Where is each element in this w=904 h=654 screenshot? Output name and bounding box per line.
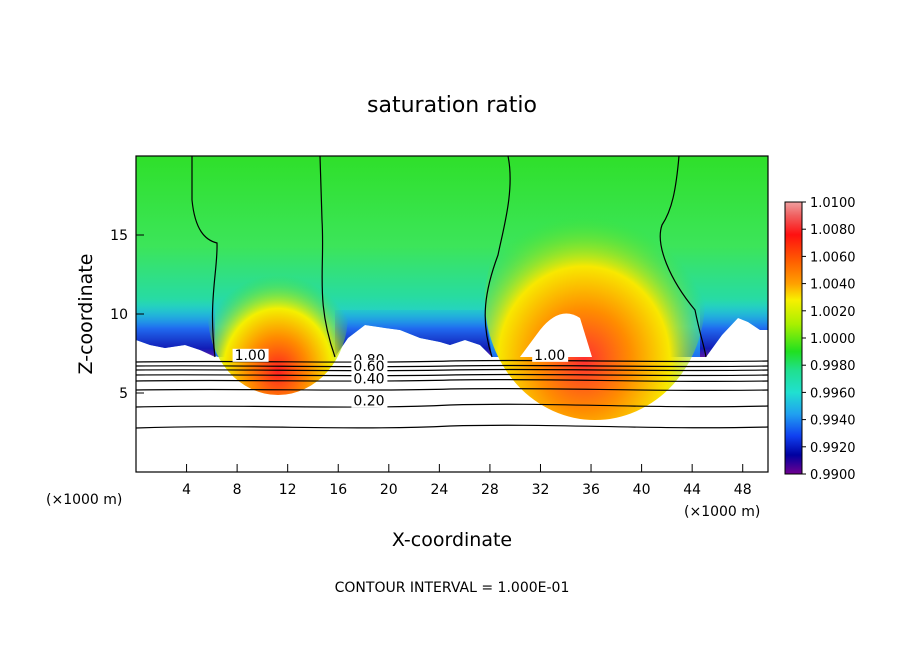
colorbar-ticks: 1.0100 1.0080 1.0060 1.0040 1.0020 1.0000 0.99… xyxy=(802,196,856,483)
colorbar-tick-label: 0.9960 xyxy=(810,386,856,401)
colorbar-tick-label: 1.0000 xyxy=(810,332,856,347)
colorbar xyxy=(784,201,803,475)
x-tick-label: 40 xyxy=(633,482,651,498)
dry-edge-band xyxy=(136,300,768,357)
colorbar-tick-label: 1.0040 xyxy=(810,278,856,293)
colorbar-tick-label: 0.9980 xyxy=(810,359,856,374)
contour-label-bg xyxy=(351,394,388,408)
x-tick-label: 12 xyxy=(279,482,297,498)
y-tick-label: 15 xyxy=(110,228,128,244)
x-tick-label: 20 xyxy=(380,482,398,498)
x-unit-left: (×1000 m) xyxy=(46,492,122,508)
x-axis: 4 8 12 16 20 24 28 32 36 40 44 48 xyxy=(182,464,752,498)
contour-label: 0.40 xyxy=(353,372,384,388)
contour-label: 1.00 xyxy=(235,348,266,364)
contour-interval-note: CONTOUR INTERVAL = 1.000E-01 xyxy=(335,580,570,596)
x-tick-label: 44 xyxy=(683,482,701,498)
contour-label-bg xyxy=(351,359,388,373)
x-tick-label: 8 xyxy=(233,482,242,498)
x-axis-label: X-coordinate xyxy=(392,529,512,551)
contour-label: 0.60 xyxy=(353,359,384,375)
x-unit-right: (×1000 m) xyxy=(684,504,760,520)
contour-label-bg xyxy=(232,348,269,362)
colorbar-tick-label: 1.0080 xyxy=(810,223,856,238)
x-tick-label: 4 xyxy=(182,482,191,498)
warm-core-right xyxy=(485,180,705,420)
x-tick-label: 32 xyxy=(532,482,550,498)
contour-label-bg xyxy=(351,372,388,386)
colorbar-tick-label: 1.0020 xyxy=(810,305,856,320)
colorbar-tick-label: 1.0100 xyxy=(810,196,856,211)
colorbar-tick-label: 1.0060 xyxy=(810,250,856,265)
x-tick-label: 36 xyxy=(582,482,600,498)
contour-label: 0.20 xyxy=(353,394,384,410)
contour-labels: 1.000.800.600.400.201.00 xyxy=(232,348,569,410)
y-tick-label: 5 xyxy=(119,386,128,402)
x-tick-label: 48 xyxy=(734,482,752,498)
x-tick-label: 24 xyxy=(430,482,448,498)
colorbar-tick-label: 0.9920 xyxy=(810,441,856,456)
white-bump xyxy=(520,313,592,357)
y-axis-label: Z-coordinate xyxy=(75,254,97,375)
y-tick-label: 10 xyxy=(110,307,128,323)
colorbar-tick-label: 0.9940 xyxy=(810,414,856,429)
x-tick-label: 16 xyxy=(329,482,347,498)
contour-label-bg xyxy=(532,348,569,362)
chart-title: saturation ratio xyxy=(367,93,537,118)
colorbar-tick-label: 0.9900 xyxy=(810,468,856,483)
y-axis: 5 10 15 xyxy=(110,228,144,402)
contour-label: 1.00 xyxy=(534,348,565,364)
contour-lines xyxy=(136,156,768,429)
plot-area xyxy=(136,156,768,472)
x-tick-label: 28 xyxy=(481,482,499,498)
